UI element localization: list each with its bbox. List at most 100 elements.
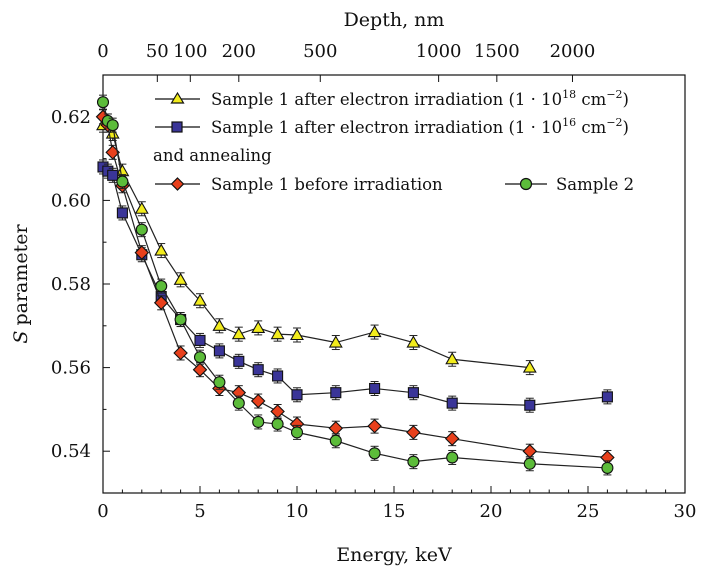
series-circle	[96, 94, 614, 476]
legend-entry-circle: Sample 2	[505, 175, 634, 194]
y-tick-label: 0.62	[51, 107, 91, 128]
x-axis-title: Energy, keV	[336, 544, 452, 566]
data-point-diamond	[444, 431, 460, 446]
data-point-square	[601, 391, 613, 403]
legend-entry-square: Sample 1 after electron irradiation (1 ·…	[153, 116, 629, 165]
data-point-circle	[290, 426, 304, 439]
data-point-triangle	[251, 320, 266, 333]
legend-marker-diamond	[170, 177, 185, 191]
top-tick-label: 100	[173, 41, 207, 62]
data-point-circle	[329, 434, 342, 447]
data-point-circle	[368, 447, 381, 460]
data-point-triangle	[406, 335, 421, 348]
legend-label-1: Sample 1 after electron irradiation (1 ·…	[211, 88, 629, 109]
data-point-circle	[155, 280, 168, 293]
data-point-circle	[116, 175, 129, 188]
data-point-triangle	[290, 327, 304, 341]
data-point-triangle	[445, 352, 460, 365]
y-tick-label: 0.58	[51, 274, 91, 295]
data-point-circle	[96, 96, 110, 109]
legend-marker-triangle	[170, 91, 185, 104]
data-point-square	[446, 397, 458, 409]
top-tick-label: 2000	[550, 41, 596, 62]
data-point-circle	[446, 451, 459, 464]
data-point-triangle	[522, 360, 537, 373]
data-point-circle	[271, 417, 284, 431]
x-tick-label: 25	[577, 501, 600, 522]
x-tick-label: 30	[674, 501, 697, 522]
x-tick-label: 10	[286, 501, 309, 522]
legend-marker-circle	[519, 177, 533, 191]
data-point-triangle	[328, 335, 343, 348]
data-point-diamond	[153, 295, 169, 311]
data-point-diamond	[328, 420, 344, 436]
legend-entry-diamond: Sample 1 before irradiation	[155, 175, 443, 194]
data-point-diamond	[270, 404, 285, 419]
data-point-triangle	[367, 324, 382, 338]
data-point-triangle	[134, 201, 149, 214]
y-axis-title: Sparameter	[10, 224, 32, 344]
data-point-triangle	[154, 243, 169, 256]
data-point-diamond	[522, 443, 538, 459]
top-tick-label: 50	[146, 41, 169, 62]
data-point-circle	[407, 455, 420, 468]
data-point-triangle	[212, 318, 227, 331]
legend-label-2b: and annealing	[153, 146, 272, 165]
x-tick-label: 15	[383, 501, 406, 522]
legend: Sample 1 after electron irradiation (1 ·…	[153, 88, 634, 194]
y-tick-label: 0.54	[51, 441, 91, 462]
legend-marker-square	[171, 121, 183, 133]
series-line	[102, 119, 530, 369]
data-point-circle	[213, 376, 226, 389]
data-point-square	[116, 207, 128, 219]
data-point-square	[524, 399, 536, 411]
y-axis-title-symbol: S	[10, 331, 32, 344]
x-tick-label: 20	[480, 501, 503, 522]
data-point-diamond	[134, 245, 150, 260]
y-tick-label: 0.60	[51, 190, 91, 211]
data-point-square	[369, 382, 381, 395]
data-point-square	[107, 169, 119, 181]
top-axis-ticks: 0 50 100 200 500 1000 1500 2000	[97, 41, 595, 82]
top-tick-label: 1000	[416, 41, 462, 62]
legend-label-2: Sample 1 after electron irradiation (1 ·…	[211, 116, 629, 137]
data-point-square	[194, 334, 206, 346]
data-point-circle	[601, 461, 614, 474]
data-point-circle	[232, 397, 245, 410]
top-tick-label: 500	[303, 41, 337, 62]
data-point-square	[213, 345, 225, 357]
data-point-square	[272, 370, 284, 382]
data-point-diamond	[250, 393, 266, 409]
y-axis-title-text: parameter	[10, 224, 32, 326]
x-tick-label: 0	[97, 501, 108, 522]
top-tick-label: 0	[97, 41, 108, 62]
top-tick-label: 1500	[474, 41, 520, 62]
data-point-square	[233, 355, 245, 367]
data-point-triangle	[193, 293, 207, 306]
legend-entry-triangle: Sample 1 after electron irradiation (1 ·…	[155, 88, 629, 109]
top-axis-title: Depth, nm	[344, 9, 445, 31]
data-point-triangle	[173, 272, 188, 285]
series-layer	[95, 94, 615, 476]
data-point-square	[330, 387, 342, 399]
data-point-circle	[193, 351, 207, 364]
x-axis-ticks: 0 5 10 15 20 25 30	[97, 486, 696, 522]
x-tick-label: 5	[194, 501, 205, 522]
series-square	[97, 159, 613, 413]
y-axis-ticks: 0.54 0.56 0.58 0.60 0.62	[51, 74, 110, 494]
data-point-circle	[106, 119, 119, 132]
data-point-circle	[135, 223, 148, 236]
data-point-square	[291, 389, 303, 401]
data-point-triangle	[270, 327, 285, 340]
data-point-circle	[252, 415, 265, 428]
data-point-diamond	[367, 418, 382, 434]
data-point-circle	[523, 457, 536, 470]
legend-label-4: Sample 2	[556, 175, 634, 194]
data-point-square	[252, 364, 264, 376]
plot-area-frame	[102, 74, 686, 494]
data-point-diamond	[173, 345, 188, 361]
data-point-circle	[174, 313, 187, 326]
data-point-diamond	[192, 362, 208, 377]
data-point-square	[407, 387, 419, 399]
